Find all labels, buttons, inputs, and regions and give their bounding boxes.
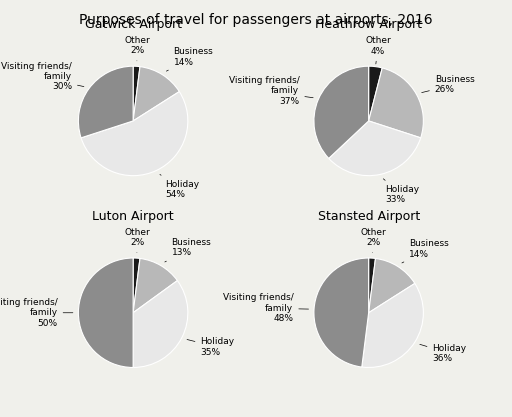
- Wedge shape: [133, 258, 140, 313]
- Wedge shape: [369, 66, 382, 121]
- Title: Gatwick Airport: Gatwick Airport: [84, 18, 182, 31]
- Text: Visiting friends/
family
30%: Visiting friends/ family 30%: [1, 62, 84, 91]
- Text: Other
2%: Other 2%: [125, 228, 151, 253]
- Wedge shape: [314, 66, 369, 158]
- Wedge shape: [78, 66, 133, 138]
- Wedge shape: [81, 92, 188, 176]
- Wedge shape: [133, 67, 179, 121]
- Title: Luton Airport: Luton Airport: [92, 210, 174, 223]
- Text: Business
14%: Business 14%: [402, 239, 449, 263]
- Text: Visiting friends/
family
48%: Visiting friends/ family 48%: [223, 293, 309, 323]
- Text: Other
2%: Other 2%: [360, 228, 386, 253]
- Wedge shape: [369, 68, 423, 138]
- Wedge shape: [78, 258, 133, 367]
- Text: Business
26%: Business 26%: [422, 75, 475, 94]
- Wedge shape: [369, 258, 375, 313]
- Text: Holiday
54%: Holiday 54%: [160, 174, 199, 199]
- Wedge shape: [133, 66, 140, 121]
- Text: Visiting friends/
family
37%: Visiting friends/ family 37%: [228, 76, 313, 106]
- Text: Holiday
36%: Holiday 36%: [420, 344, 466, 363]
- Wedge shape: [369, 259, 415, 313]
- Wedge shape: [133, 259, 177, 313]
- Wedge shape: [329, 121, 421, 176]
- Wedge shape: [314, 258, 369, 367]
- Text: Other
2%: Other 2%: [125, 36, 151, 61]
- Text: Business
13%: Business 13%: [165, 238, 211, 262]
- Text: Holiday
33%: Holiday 33%: [383, 179, 419, 204]
- Wedge shape: [362, 284, 423, 367]
- Text: Purposes of travel for passengers at airports, 2016: Purposes of travel for passengers at air…: [79, 13, 433, 27]
- Text: Other
4%: Other 4%: [365, 36, 391, 64]
- Text: Visiting friends/
family
50%: Visiting friends/ family 50%: [0, 298, 73, 328]
- Text: Holiday
35%: Holiday 35%: [187, 337, 234, 357]
- Text: Business
14%: Business 14%: [166, 48, 214, 71]
- Wedge shape: [133, 281, 188, 367]
- Title: Heathrow Airport: Heathrow Airport: [315, 18, 422, 31]
- Title: Stansted Airport: Stansted Airport: [317, 210, 420, 223]
